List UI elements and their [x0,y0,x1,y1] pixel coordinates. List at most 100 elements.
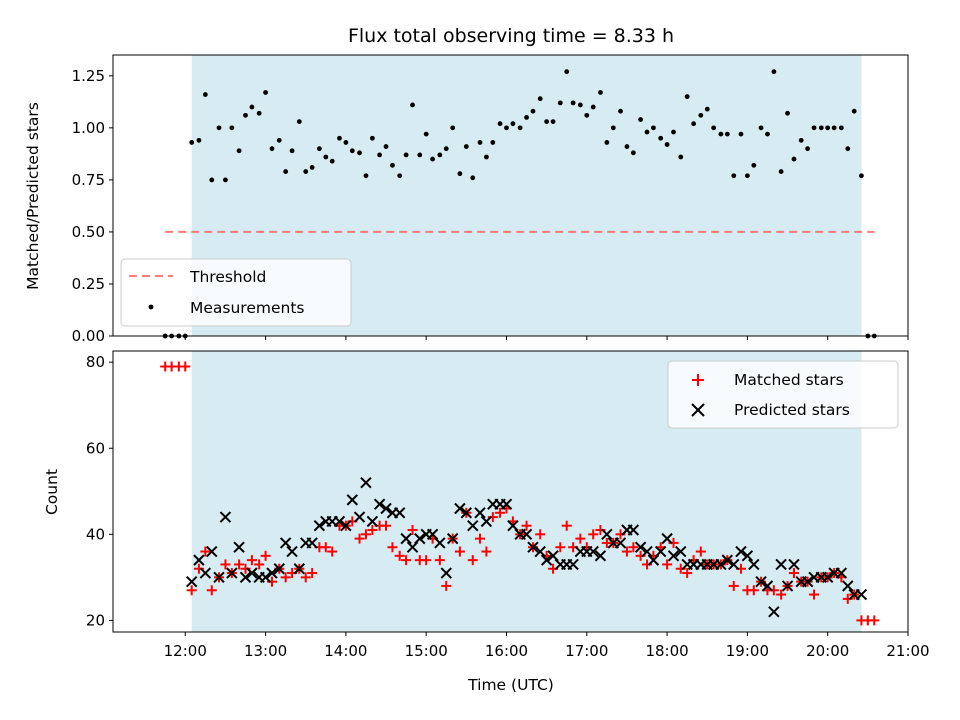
top-legend: Threshold Measurements [120,258,352,327]
predicted-star-point [185,575,198,588]
matched-star-point [555,542,566,553]
measurement-point [577,102,583,108]
bottom-axes-frame [112,350,909,633]
measurement-point [564,69,570,75]
predicted-star-point [446,532,459,545]
matched-star-point [394,550,405,561]
measurement-point [363,173,369,179]
measurement-point [497,121,503,127]
bottom-y-tick-label: 60 [86,439,105,457]
matched-star-point [788,568,799,579]
predicted-star-point [855,588,868,601]
predicted-star-point [801,575,814,588]
predicted-star-point [835,567,848,579]
measurement-point [209,177,215,183]
predicted-star-point [788,558,800,571]
matched-star-point [434,555,445,566]
measurement-point [437,152,443,158]
measurement-point [838,125,844,131]
predicted-star-point [594,550,607,562]
measurement-point [443,146,449,152]
measurement-point [410,102,415,108]
predicted-star-point [333,515,346,528]
x-tick-label: 14:00 [324,642,367,660]
predicted-star-point [500,498,513,510]
measurement-point [698,112,704,118]
measurement-point [785,110,790,116]
predicted-star-point [313,520,326,532]
predicted-star-point [440,567,452,579]
predicted-star-point [842,580,854,592]
predicted-star-point [474,507,486,519]
measurement-point [831,125,837,131]
matched-star-point [254,559,265,570]
measurement-point [811,125,817,131]
predicted-star-point [380,502,392,515]
measurement-point [349,148,355,154]
measurement-point [397,173,403,179]
matched-star-point [535,529,546,540]
measurement-point [751,162,757,168]
measurement-point [423,131,429,137]
matched-star-point [561,520,572,531]
measurement-point [517,125,523,131]
x-tick-label: 17:00 [565,642,608,660]
measurement-point [490,140,496,145]
predicted-star-point [206,545,218,558]
measurement-point [430,156,436,162]
measurement-point [678,154,684,160]
measurement-point [651,125,656,131]
measurement-point [570,100,576,106]
predicted-star-point [627,524,640,536]
predicted-star-point [821,571,834,584]
measurement-point [484,154,489,160]
predicted-star-point [641,545,653,558]
matched-star-point [407,525,418,536]
predicted-star-point [748,558,760,571]
measurement-point [309,165,315,170]
bottom-y-tick-label: 80 [86,353,105,371]
measurement-point [510,121,516,127]
measurement-point [798,137,804,143]
measurement-point [249,104,255,110]
predicted-star-point [634,541,647,553]
predicted-star-point [193,554,205,566]
measurement-point [818,125,824,131]
bottom-legend-box [667,360,899,429]
predicted-star-point [534,545,546,558]
measurement-point [403,152,409,158]
matched-star-point [662,559,673,570]
measurement-point [758,125,764,131]
matched-star-point [521,520,532,531]
predicted-star-point [675,545,687,558]
matched-star-point [481,546,492,557]
measurement-point [337,135,342,141]
measurement-point [590,104,596,110]
predicted-star-point [467,520,479,532]
predicted-star-point [667,550,680,562]
measurement-point [544,119,550,125]
matched-star-point [320,542,331,553]
matched-star-point [421,555,432,566]
legend-predicted-label: Predicted stars [734,401,850,419]
measurement-point [303,169,309,174]
measurement-point [805,146,811,152]
predicted-star-point [293,563,306,575]
matched-star-point [809,589,820,600]
predicted-star-point [735,545,747,558]
matched-star-point [354,533,365,544]
measurement-point [630,150,636,156]
predicted-star-point [360,476,372,489]
measurement-point [283,169,289,174]
predicted-star-point [259,571,272,584]
top-y-axis-label: Matched/Predicted stars [24,102,42,290]
predicted-star-point [393,507,406,519]
measurement-point [216,125,222,131]
predicted-star-point [353,511,366,523]
matched-star-point [220,559,231,570]
top-y-tick-label: 0.00 [72,327,105,345]
measurement-point [718,131,724,137]
measurement-point [263,90,268,95]
predicted-star-point [567,558,579,571]
predicted-star-point [614,537,627,549]
